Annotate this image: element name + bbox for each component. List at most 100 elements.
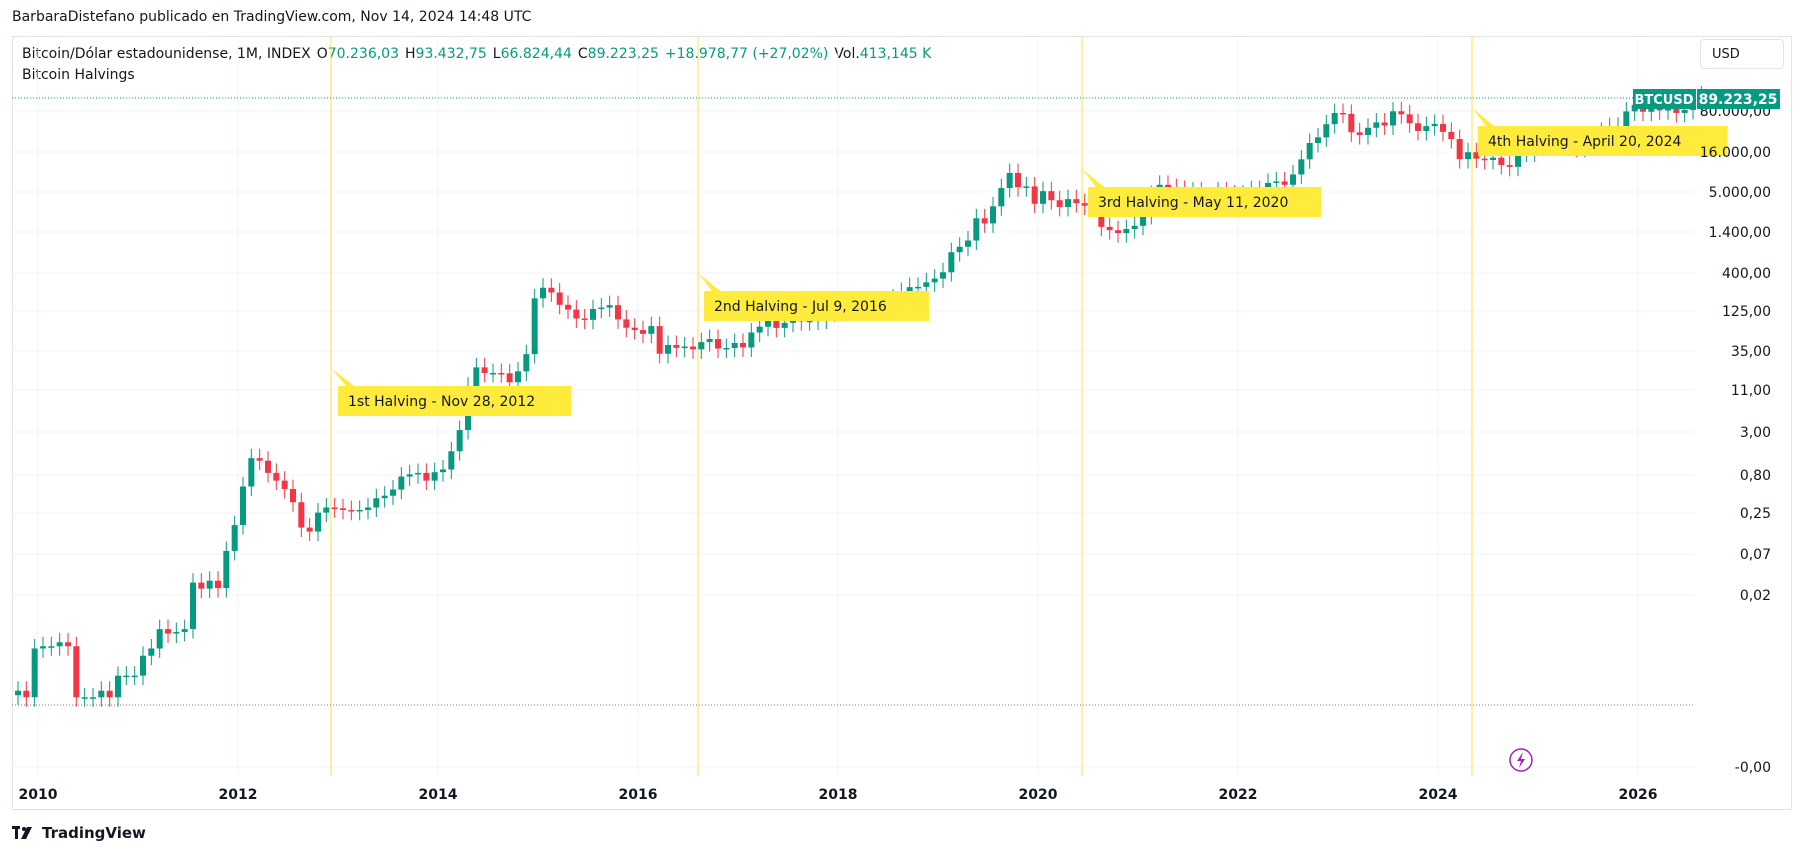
- candle-body: [773, 320, 780, 328]
- candle-body: [198, 582, 205, 589]
- halving-label: 4th Halving - April 20, 2024: [1488, 134, 1681, 150]
- candle-body: [165, 629, 171, 634]
- candle-body: [315, 512, 321, 532]
- candle-body: [598, 307, 605, 310]
- candle-body: [298, 502, 305, 528]
- candle-body: [115, 675, 121, 698]
- halving-annotations: 1st Halving - Nov 28, 2012 2nd Halving - …: [331, 108, 1728, 416]
- candle-body: [581, 318, 588, 320]
- candle-body: [590, 309, 596, 320]
- candle-body: [1140, 214, 1146, 226]
- candle-body: [140, 655, 146, 676]
- high-value: 93.432,75: [415, 46, 487, 62]
- candle-body: [106, 690, 113, 698]
- candle-body: [190, 582, 196, 630]
- candle-body: [665, 344, 671, 354]
- candle-body: [1498, 157, 1505, 166]
- candle-body: [1423, 126, 1430, 131]
- candle-body: [1073, 199, 1080, 204]
- candle-body: [965, 240, 971, 247]
- chart-legend: Bitcoin/Dólar estadounidense, 1M, INDEX O…: [22, 44, 931, 86]
- low-label: L: [492, 46, 501, 62]
- candle-body: [481, 367, 488, 373]
- grid-lines: [12, 40, 1694, 775]
- candle-body: [181, 629, 188, 633]
- candle-body: [540, 287, 546, 299]
- candle-body: [523, 354, 530, 372]
- annotation-box: [704, 291, 929, 321]
- y-tick-label: 0,25: [1740, 506, 1771, 522]
- candle-body: [781, 322, 788, 328]
- candle-body: [440, 469, 446, 473]
- candle-body: [1506, 165, 1513, 167]
- candle-body: [506, 373, 513, 383]
- candle-body: [923, 282, 930, 287]
- close-value: 89.223,25: [587, 46, 659, 62]
- price-tag-value: 89.223,25: [1699, 92, 1778, 108]
- candle-body: [473, 367, 480, 387]
- candle-body: [356, 509, 363, 512]
- x-tick-label: 2026: [1619, 787, 1658, 803]
- annotation-box: [1088, 187, 1322, 217]
- candle-body: [706, 339, 713, 343]
- annotation-pointer: [1472, 108, 1494, 126]
- candle-body: [1515, 152, 1521, 167]
- x-tick-label: 2018: [819, 787, 858, 803]
- candle-body: [1040, 191, 1046, 204]
- candle-body: [406, 474, 413, 477]
- halving-label: 1st Halving - Nov 28, 2012: [348, 394, 535, 410]
- candle-body: [1415, 123, 1421, 131]
- currency-button[interactable]: USD: [1700, 39, 1784, 69]
- tradingview-logo[interactable]: TradingView: [12, 824, 146, 842]
- candle-body: [723, 348, 730, 350]
- candle-body: [606, 305, 613, 308]
- candle-body: [1056, 200, 1063, 207]
- y-tick-label: 0,07: [1740, 547, 1771, 563]
- candle-body: [1048, 191, 1055, 201]
- candle-body: [490, 372, 496, 375]
- candle-body: [548, 287, 555, 293]
- candle-body: [15, 690, 21, 696]
- indicator-title[interactable]: Bitcoin Halvings: [22, 67, 135, 83]
- x-tick-label: 2024: [1419, 787, 1458, 803]
- candle-body: [48, 646, 55, 648]
- candle-body: [1456, 139, 1463, 160]
- candle-body: [1440, 123, 1446, 132]
- candle-body: [31, 648, 38, 698]
- candle-body: [756, 326, 763, 333]
- candle-body: [573, 309, 580, 319]
- annotation-box: [1478, 126, 1728, 156]
- candle-body: [690, 346, 696, 350]
- candle-body: [1390, 111, 1396, 126]
- candle-body: [1465, 152, 1471, 160]
- y-tick-label: 0,80: [1740, 468, 1771, 484]
- candle-body: [648, 326, 655, 334]
- candle-body: [1381, 122, 1388, 126]
- symbol-title[interactable]: Bitcoin/Dólar estadounidense, 1M, INDEX: [22, 46, 311, 62]
- candle-body: [765, 320, 771, 327]
- candle-body: [323, 507, 330, 513]
- tradingview-logo-icon: [12, 826, 32, 839]
- candle-body: [1356, 132, 1363, 136]
- x-tick-label: 2020: [1019, 787, 1058, 803]
- candle-body: [940, 272, 946, 279]
- candle-body: [1281, 181, 1288, 185]
- candle-body: [456, 430, 463, 452]
- tradingview-brand: TradingView: [42, 824, 146, 842]
- y-tick-label: -0,00: [1735, 760, 1771, 776]
- candle-body: [1448, 131, 1455, 140]
- candle-body: [806, 320, 813, 323]
- price-tag-symbol-bg: [1633, 89, 1696, 109]
- candle-body: [698, 342, 705, 350]
- annotation-pointer: [698, 273, 720, 291]
- candle-body: [1115, 230, 1121, 234]
- open-value: 70.236,03: [327, 46, 399, 62]
- candle-body: [398, 476, 405, 490]
- candle-body: [715, 339, 721, 349]
- time-axis: 2010 2012 2014 2016 2018 2020 2022 2024 2026: [19, 787, 1658, 803]
- candle-body: [415, 472, 421, 475]
- halving-lines: [330, 36, 1473, 776]
- flash-icon[interactable]: [1509, 748, 1533, 772]
- chart-attribution: BarbaraDistefano publicado en TradingVie…: [12, 9, 532, 25]
